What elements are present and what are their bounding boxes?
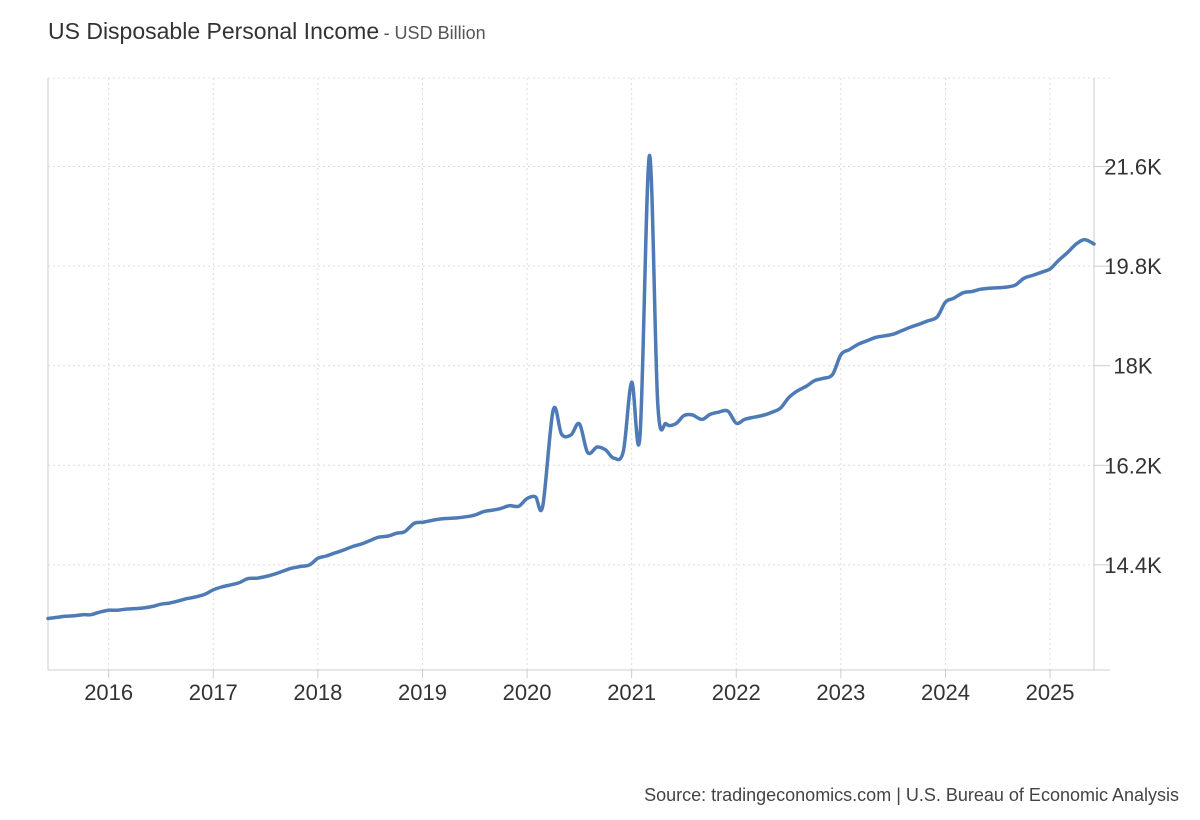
x-tick-label: 2022 <box>712 680 761 705</box>
x-tick-label: 2019 <box>398 680 447 705</box>
x-axis-ticks: 2016 2017 2018 2019 2020 2021 2022 2023 2024 2025 <box>84 680 1074 705</box>
y-tick-label: 16.2K <box>1104 453 1162 478</box>
series-line <box>46 153 1096 621</box>
y-tick-label: 21.6K <box>1104 155 1162 180</box>
grid-lines <box>48 77 1110 670</box>
y-tick-label: 19.8K <box>1104 254 1162 279</box>
x-tick-label: 2017 <box>189 680 238 705</box>
y-tick-label: 14.4K <box>1104 553 1162 578</box>
axes <box>47 78 1110 678</box>
chart-title: US Disposable Personal Income <box>48 18 380 44</box>
y-axis-ticks: 14.4K 16.2K 18K 19.8K 21.6K <box>1104 155 1162 578</box>
x-tick-label: 2016 <box>84 680 133 705</box>
x-tick-label: 2018 <box>293 680 342 705</box>
series-layer <box>46 153 1096 621</box>
y-tick-label: 18K <box>1113 354 1152 379</box>
chart-title-block: US Disposable Personal Income - USD Bill… <box>48 18 486 45</box>
x-tick-label: 2024 <box>921 680 970 705</box>
x-tick-label: 2021 <box>607 680 656 705</box>
x-tick-label: 2023 <box>816 680 865 705</box>
x-tick-label: 2020 <box>503 680 552 705</box>
source-note: Source: tradingeconomics.com | U.S. Bure… <box>644 785 1179 805</box>
chart-subtitle: - USD Billion <box>383 23 486 43</box>
x-tick-label: 2025 <box>1026 680 1075 705</box>
